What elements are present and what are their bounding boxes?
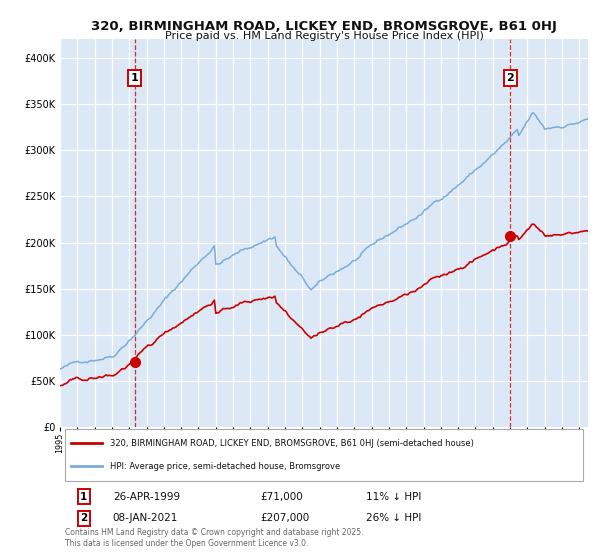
Text: Contains HM Land Registry data © Crown copyright and database right 2025.
This d: Contains HM Land Registry data © Crown c…: [65, 528, 364, 548]
Text: 2: 2: [80, 514, 88, 524]
Text: £207,000: £207,000: [260, 514, 310, 524]
Text: 1: 1: [131, 73, 139, 83]
Text: 26% ↓ HPI: 26% ↓ HPI: [366, 514, 422, 524]
Text: HPI: Average price, semi-detached house, Bromsgrove: HPI: Average price, semi-detached house,…: [110, 462, 340, 471]
Text: 1: 1: [80, 492, 88, 502]
Text: 320, BIRMINGHAM ROAD, LICKEY END, BROMSGROVE, B61 0HJ: 320, BIRMINGHAM ROAD, LICKEY END, BROMSG…: [91, 20, 557, 32]
Text: 26-APR-1999: 26-APR-1999: [113, 492, 180, 502]
Text: 2: 2: [506, 73, 514, 83]
Text: Price paid vs. HM Land Registry's House Price Index (HPI): Price paid vs. HM Land Registry's House …: [164, 31, 484, 41]
FancyBboxPatch shape: [65, 429, 583, 481]
Text: 320, BIRMINGHAM ROAD, LICKEY END, BROMSGROVE, B61 0HJ (semi-detached house): 320, BIRMINGHAM ROAD, LICKEY END, BROMSG…: [110, 439, 474, 448]
Text: £71,000: £71,000: [260, 492, 304, 502]
Text: 08-JAN-2021: 08-JAN-2021: [113, 514, 178, 524]
Text: 11% ↓ HPI: 11% ↓ HPI: [366, 492, 422, 502]
